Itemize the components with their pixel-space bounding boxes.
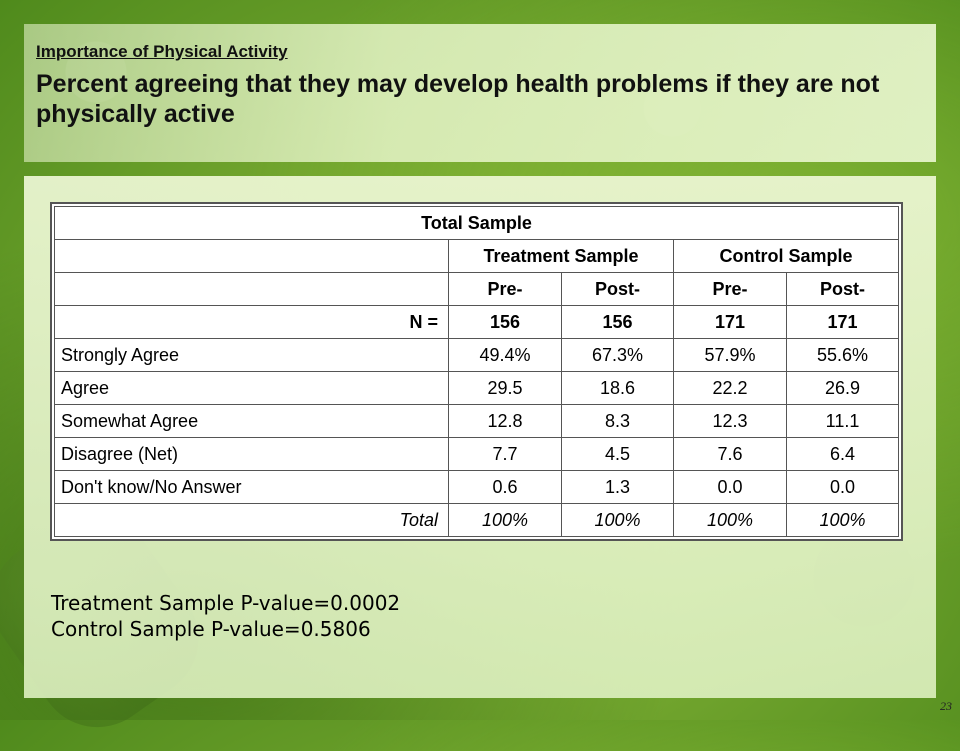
treatment-p-value: Treatment Sample P-value=0.0002 bbox=[51, 591, 401, 615]
table-row: Don't know/No Answer 0.6 1.3 0.0 0.0 bbox=[54, 470, 899, 504]
table-cell: 8.3 bbox=[561, 404, 674, 438]
table-cell: 67.3% bbox=[561, 338, 674, 372]
group-header-treatment: Treatment Sample bbox=[448, 239, 674, 273]
n-label: N = bbox=[54, 305, 449, 339]
header-panel: Importance of Physical Activity Percent … bbox=[24, 24, 936, 162]
table-row: Strongly Agree 49.4% 67.3% 57.9% 55.6% bbox=[54, 338, 899, 372]
table-cell: 12.8 bbox=[448, 404, 562, 438]
table-row: Agree 29.5 18.6 22.2 26.9 bbox=[54, 371, 899, 405]
row-label: Somewhat Agree bbox=[54, 404, 449, 438]
table-cell: 6.4 bbox=[786, 437, 899, 471]
total-cell: 100% bbox=[448, 503, 562, 537]
sub-header-row: Pre- Post- Pre- Post- bbox=[54, 272, 899, 306]
total-cell: 100% bbox=[561, 503, 674, 537]
table-cell: 1.3 bbox=[561, 470, 674, 504]
total-cell: 100% bbox=[673, 503, 787, 537]
table-row: Disagree (Net) 7.7 4.5 7.6 6.4 bbox=[54, 437, 899, 471]
table-cell: 4.5 bbox=[561, 437, 674, 471]
row-label: Agree bbox=[54, 371, 449, 405]
row-label: Disagree (Net) bbox=[54, 437, 449, 471]
table-title: Total Sample bbox=[54, 206, 899, 240]
page-number: 23 bbox=[940, 699, 952, 713]
table-cell: 57.9% bbox=[673, 338, 787, 372]
n-value: 171 bbox=[786, 305, 899, 339]
n-row: N = 156 156 171 171 bbox=[54, 305, 899, 339]
group-header-row: Treatment Sample Control Sample bbox=[54, 239, 899, 273]
total-label: Total bbox=[54, 503, 449, 537]
empty-cell bbox=[54, 272, 449, 306]
table-cell: 0.0 bbox=[786, 470, 899, 504]
n-value: 171 bbox=[673, 305, 787, 339]
table-cell: 0.6 bbox=[448, 470, 562, 504]
n-value: 156 bbox=[448, 305, 562, 339]
control-p-value: Control Sample P-value=0.5806 bbox=[51, 617, 371, 641]
row-label: Strongly Agree bbox=[54, 338, 449, 372]
table-cell: 26.9 bbox=[786, 371, 899, 405]
subheader-treatment-pre: Pre- bbox=[448, 272, 562, 306]
total-row: Total 100% 100% 100% 100% bbox=[54, 503, 899, 537]
results-table: Total Sample Treatment Sample Control Sa… bbox=[50, 202, 903, 541]
n-value: 156 bbox=[561, 305, 674, 339]
table-cell: 22.2 bbox=[673, 371, 787, 405]
total-cell: 100% bbox=[786, 503, 899, 537]
content-panel: Total Sample Treatment Sample Control Sa… bbox=[24, 176, 936, 698]
table-cell: 7.7 bbox=[448, 437, 562, 471]
table-cell: 11.1 bbox=[786, 404, 899, 438]
table-cell: 7.6 bbox=[673, 437, 787, 471]
table-cell: 55.6% bbox=[786, 338, 899, 372]
subheader-control-post: Post- bbox=[786, 272, 899, 306]
table-cell: 18.6 bbox=[561, 371, 674, 405]
subheader-treatment-post: Post- bbox=[561, 272, 674, 306]
subheader-control-pre: Pre- bbox=[673, 272, 787, 306]
table-row: Somewhat Agree 12.8 8.3 12.3 11.1 bbox=[54, 404, 899, 438]
table-title-row: Total Sample bbox=[54, 206, 899, 240]
table-cell: 49.4% bbox=[448, 338, 562, 372]
empty-cell bbox=[54, 239, 449, 273]
group-header-control: Control Sample bbox=[673, 239, 899, 273]
table-cell: 0.0 bbox=[673, 470, 787, 504]
table-cell: 12.3 bbox=[673, 404, 787, 438]
slide-title: Percent agreeing that they may develop h… bbox=[36, 70, 880, 128]
table-cell: 29.5 bbox=[448, 371, 562, 405]
slide-subtitle: Importance of Physical Activity bbox=[36, 42, 288, 61]
p-value-notes: Treatment Sample P-value=0.0002 Control … bbox=[51, 590, 400, 642]
row-label: Don't know/No Answer bbox=[54, 470, 449, 504]
